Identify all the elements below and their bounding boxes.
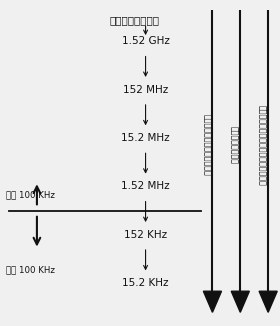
Text: 1.52 MHz: 1.52 MHz <box>121 181 170 191</box>
Text: 「病気」の始まり: 「病気」の始まり <box>109 15 159 25</box>
Text: 以下 100 KHz: 以下 100 KHz <box>6 266 55 275</box>
Text: 152 KHz: 152 KHz <box>124 230 167 240</box>
Polygon shape <box>259 291 277 312</box>
Text: 以上 100 KHz: 以上 100 KHz <box>6 190 55 199</box>
Text: 1.52 GHz: 1.52 GHz <box>122 36 169 46</box>
Text: 152 MHz: 152 MHz <box>123 85 168 95</box>
Text: 15.2 MHz: 15.2 MHz <box>121 133 170 143</box>
Text: 時間を追って病気が進む方向: 時間を追って病気が進む方向 <box>202 114 211 176</box>
Polygon shape <box>203 291 221 312</box>
Text: 周波数が低くなる: 周波数が低くなる <box>230 126 239 164</box>
Text: ハーモナイズに要する時間が長くなる: ハーモナイズに要する時間が長くなる <box>258 105 267 185</box>
Polygon shape <box>231 291 249 312</box>
Text: 15.2 KHz: 15.2 KHz <box>122 278 169 288</box>
